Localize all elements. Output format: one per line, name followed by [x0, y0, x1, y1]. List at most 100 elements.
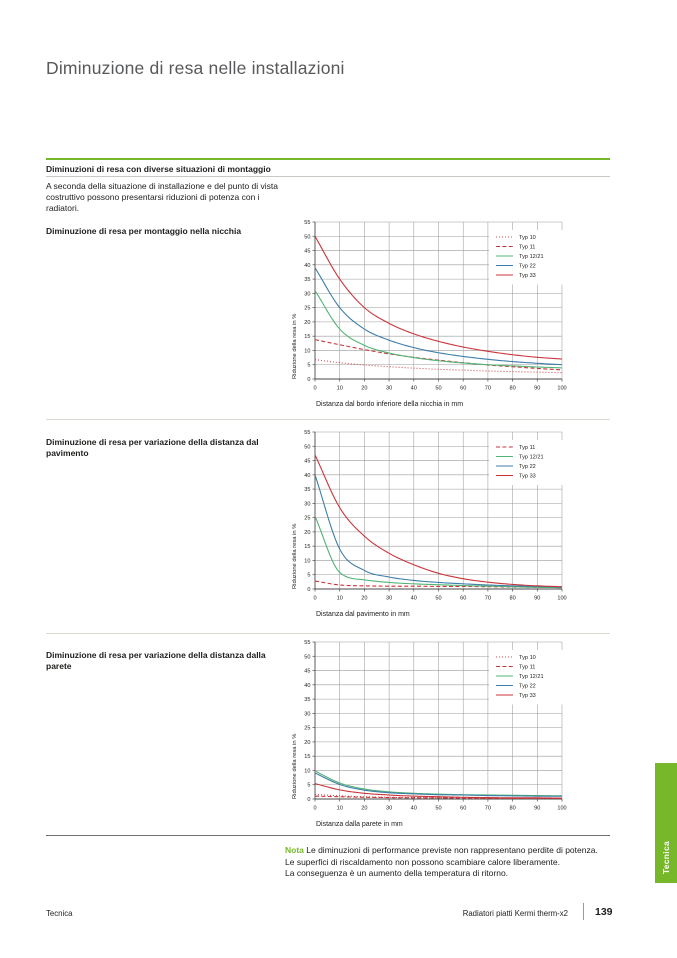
svg-text:Typ 22: Typ 22: [519, 264, 536, 270]
intro-text: A seconda della situazione di installazi…: [46, 181, 279, 213]
svg-text:35: 35: [304, 277, 310, 283]
chart-parete: 0 5 10 15 20 25 30 35 40 45 50 55 0 10 20 30 40 50 60 70 80 9…: [285, 635, 615, 835]
svg-text:Typ 33: Typ 33: [519, 273, 536, 279]
svg-text:0: 0: [307, 377, 310, 383]
section-header: Diminuzioni di resa con diverse situazio…: [46, 164, 271, 174]
svg-text:55: 55: [304, 220, 310, 226]
side-tab: Tecnica: [655, 763, 677, 883]
section-divider: [46, 419, 610, 420]
svg-text:30: 30: [386, 596, 392, 602]
svg-text:10: 10: [304, 558, 310, 564]
svg-text:100: 100: [557, 596, 566, 602]
svg-text:Typ 11: Typ 11: [519, 245, 535, 251]
svg-text:70: 70: [485, 806, 491, 812]
svg-text:40: 40: [411, 386, 417, 392]
svg-text:Typ 11: Typ 11: [519, 665, 535, 671]
svg-text:40: 40: [304, 263, 310, 269]
chart-svg: 0 5 10 15 20 25 30 35 40 45 50 55 0 10 20 30 40 50 60 70 80 9…: [292, 220, 567, 408]
svg-text:50: 50: [435, 596, 441, 602]
svg-text:90: 90: [534, 596, 540, 602]
svg-text:20: 20: [304, 320, 310, 326]
svg-text:40: 40: [304, 683, 310, 689]
note-line: Le superfici di riscaldamento non posson…: [285, 856, 560, 867]
svg-text:Distanza dalla parete in mm: Distanza dalla parete in mm: [316, 821, 403, 828]
chart-pavimento: 0 5 10 15 20 25 30 35 40 45 50 55 0 10 20 30 40 50 60 70 80 9…: [285, 425, 615, 625]
svg-text:20: 20: [304, 530, 310, 536]
svg-text:100: 100: [557, 806, 566, 812]
svg-text:55: 55: [304, 430, 310, 436]
svg-text:90: 90: [534, 386, 540, 392]
chart-caption-nicchia: Diminuzione di resa per montaggio nella …: [46, 226, 242, 236]
svg-text:Typ 11: Typ 11: [519, 445, 535, 451]
page-title: Diminuzione di resa nelle installazioni: [46, 58, 345, 78]
svg-text:40: 40: [411, 596, 417, 602]
note-text: Le diminuzioni di performance previste n…: [306, 845, 598, 855]
note-block: Nota Le diminuzioni di performance previ…: [285, 845, 630, 880]
svg-text:50: 50: [304, 234, 310, 240]
svg-text:15: 15: [304, 754, 310, 760]
note-line: La conseguenza è un aumento della temper…: [285, 868, 509, 878]
svg-text:5: 5: [307, 783, 310, 789]
svg-text:40: 40: [411, 806, 417, 812]
svg-text:50: 50: [304, 654, 310, 660]
chart-nicchia: 0 5 10 15 20 25 30 35 40 45 50 55 0 10 20 30 40 50 60 70 80 9…: [285, 215, 615, 415]
svg-text:0: 0: [307, 587, 310, 593]
svg-text:100: 100: [557, 386, 566, 392]
svg-text:30: 30: [386, 386, 392, 392]
svg-text:55: 55: [304, 640, 310, 646]
svg-text:80: 80: [509, 806, 515, 812]
svg-text:25: 25: [304, 726, 310, 732]
chart-svg: 0 5 10 15 20 25 30 35 40 45 50 55 0 10 20 30 40 50 60 70 80 9…: [292, 640, 567, 828]
svg-text:15: 15: [304, 334, 310, 340]
svg-text:60: 60: [460, 596, 466, 602]
svg-text:60: 60: [460, 386, 466, 392]
svg-text:0: 0: [313, 596, 316, 602]
page-number: 139: [595, 906, 613, 918]
svg-text:30: 30: [304, 291, 310, 297]
footer-divider: [583, 903, 584, 920]
svg-text:25: 25: [304, 516, 310, 522]
chart-caption-pavimento: Diminuzione di resa per variazione della…: [46, 437, 259, 458]
svg-text:0: 0: [313, 386, 316, 392]
svg-text:Riduzione della resa in %: Riduzione della resa in %: [292, 524, 298, 589]
svg-text:Typ 22: Typ 22: [519, 684, 536, 690]
svg-text:Riduzione della resa in %: Riduzione della resa in %: [292, 734, 298, 799]
svg-text:0: 0: [313, 806, 316, 812]
chart-svg: 0 5 10 15 20 25 30 35 40 45 50 55 0 10 20 30 40 50 60 70 80 9…: [292, 430, 567, 618]
svg-text:40: 40: [304, 473, 310, 479]
note-line: Nota Le diminuzioni di performance previ…: [285, 845, 630, 857]
section-accent-rule: [46, 158, 610, 160]
svg-text:Distanza dal pavimento in mm: Distanza dal pavimento in mm: [316, 611, 410, 618]
svg-text:Typ 12/21: Typ 12/21: [519, 674, 544, 680]
chart-caption-parete: Diminuzione di resa per variazione della…: [46, 650, 266, 671]
svg-text:80: 80: [509, 386, 515, 392]
note-label: Nota: [285, 845, 304, 855]
svg-text:Typ 12/21: Typ 12/21: [519, 455, 544, 461]
svg-text:45: 45: [304, 249, 310, 255]
footer-product-label: Radiatori piatti Kermi therm-x2: [462, 909, 568, 918]
svg-text:10: 10: [304, 768, 310, 774]
svg-text:30: 30: [304, 711, 310, 717]
svg-text:Distanza dal bordo inferiore d: Distanza dal bordo inferiore della nicch…: [316, 401, 463, 408]
side-tab-label: Tecnica: [661, 840, 671, 874]
svg-text:10: 10: [337, 386, 343, 392]
svg-text:10: 10: [337, 596, 343, 602]
svg-text:10: 10: [337, 806, 343, 812]
svg-text:35: 35: [304, 697, 310, 703]
svg-text:60: 60: [460, 806, 466, 812]
svg-text:70: 70: [485, 386, 491, 392]
section-divider: [46, 633, 610, 634]
svg-text:50: 50: [435, 386, 441, 392]
svg-text:10: 10: [304, 348, 310, 354]
svg-text:45: 45: [304, 459, 310, 465]
svg-text:Typ 12/21: Typ 12/21: [519, 254, 544, 260]
svg-text:5: 5: [307, 573, 310, 579]
note-divider: [46, 835, 610, 836]
svg-text:Typ 33: Typ 33: [519, 474, 536, 480]
svg-text:20: 20: [361, 386, 367, 392]
svg-text:70: 70: [485, 596, 491, 602]
svg-text:45: 45: [304, 669, 310, 675]
svg-text:Riduzione della resa in %: Riduzione della resa in %: [292, 314, 298, 379]
svg-text:30: 30: [386, 806, 392, 812]
